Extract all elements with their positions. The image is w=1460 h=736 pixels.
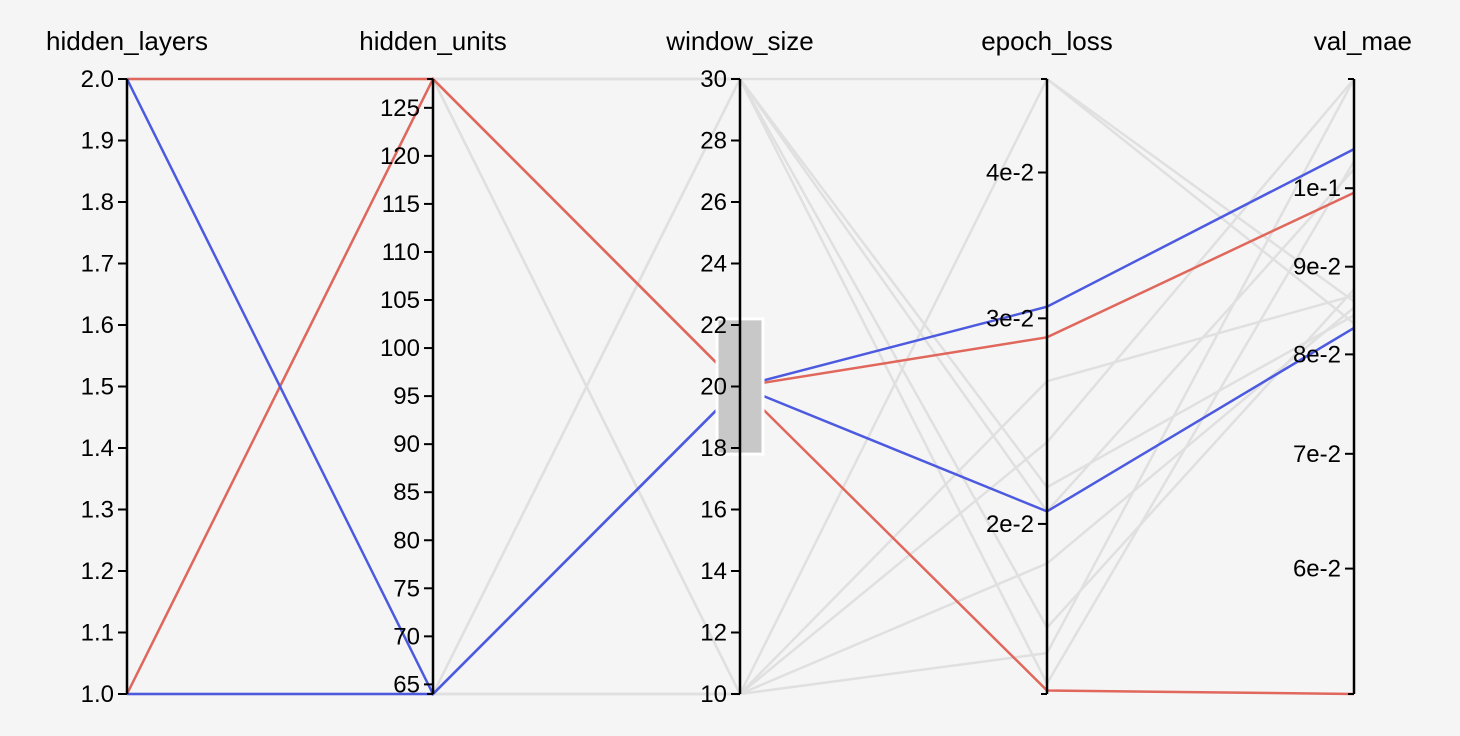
axes-layer: 1.0 1.1 1.2 1.3 1.4 1.5 1.6 1.7 1.8 1.9 2.0 hidden_… bbox=[46, 26, 1412, 708]
tick-label: 22 bbox=[700, 312, 727, 339]
tick-label: 115 bbox=[382, 191, 420, 218]
tick-label: 4e-2 bbox=[986, 159, 1034, 186]
axis-title-val_mae[interactable]: val_mae bbox=[1314, 26, 1412, 56]
tick-label: 95 bbox=[393, 383, 420, 410]
axis-val_mae: 6e-2 7e-2 8e-2 9e-2 1e-1 val_mae bbox=[1293, 26, 1412, 695]
axis-window_size: 10 12 14 16 18 20 22 24 26 28 30 window_size bbox=[665, 26, 813, 708]
tick-label: 1.0 bbox=[81, 681, 114, 708]
axis-title-hidden_units[interactable]: hidden_units bbox=[359, 26, 506, 56]
tick-label: 2.0 bbox=[81, 66, 114, 93]
tick-label: 70 bbox=[393, 623, 420, 650]
tick-label: 80 bbox=[393, 527, 420, 554]
axis-title-epoch_loss[interactable]: epoch_loss bbox=[981, 26, 1113, 56]
tick-label: 1.5 bbox=[81, 374, 114, 401]
tick-label: 1.1 bbox=[81, 620, 114, 647]
tick-label: 1.6 bbox=[81, 312, 114, 339]
tick-label: 18 bbox=[700, 435, 727, 462]
tick-label: 1.9 bbox=[81, 128, 114, 155]
tick-label: 16 bbox=[700, 497, 727, 524]
tick-label: 125 bbox=[380, 95, 420, 122]
axis-epoch_loss: 2e-2 3e-2 4e-2 epoch_loss bbox=[981, 26, 1113, 695]
tick-label: 120 bbox=[380, 143, 420, 170]
tick-label: 1.8 bbox=[81, 189, 114, 216]
tick-label: 1.3 bbox=[81, 497, 114, 524]
tick-label: 6e-2 bbox=[1293, 556, 1341, 583]
tick-label: 12 bbox=[700, 620, 727, 647]
tick-label: 110 bbox=[382, 239, 420, 266]
tick-label: 1.4 bbox=[81, 435, 114, 462]
axis-hidden_units: 65 70 75 80 85 90 95 100 105 110 115 120 125 hidden_u… bbox=[359, 26, 506, 698]
tick-label: 30 bbox=[700, 66, 727, 93]
axis-hidden_layers: 1.0 1.1 1.2 1.3 1.4 1.5 1.6 1.7 1.8 1.9 2.0 hidden_… bbox=[46, 26, 208, 708]
tick-label: 105 bbox=[380, 287, 420, 314]
tick-label: 100 bbox=[380, 335, 420, 362]
tick-label: 3e-2 bbox=[986, 305, 1034, 332]
tick-label: 14 bbox=[700, 558, 727, 585]
tick-label: 10 bbox=[700, 681, 727, 708]
tick-label: 1.7 bbox=[81, 251, 114, 278]
tick-label: 1.2 bbox=[81, 558, 114, 585]
tick-label: 1e-1 bbox=[1293, 175, 1341, 202]
tick-label: 26 bbox=[700, 189, 727, 216]
tick-label: 2e-2 bbox=[986, 511, 1034, 538]
tick-label: 8e-2 bbox=[1293, 341, 1341, 368]
tick-label: 24 bbox=[700, 251, 727, 278]
tick-label: 85 bbox=[393, 479, 420, 506]
tick-label: 9e-2 bbox=[1293, 254, 1341, 281]
tick-label: 65 bbox=[393, 671, 420, 698]
axis-title-window_size[interactable]: window_size bbox=[665, 26, 813, 56]
tick-label: 90 bbox=[393, 431, 420, 458]
tick-label: 28 bbox=[700, 128, 727, 155]
axis-title-hidden_layers[interactable]: hidden_layers bbox=[46, 26, 208, 56]
tick-label: 20 bbox=[700, 374, 727, 401]
tick-label: 75 bbox=[393, 575, 420, 602]
tick-label: 7e-2 bbox=[1293, 441, 1341, 468]
